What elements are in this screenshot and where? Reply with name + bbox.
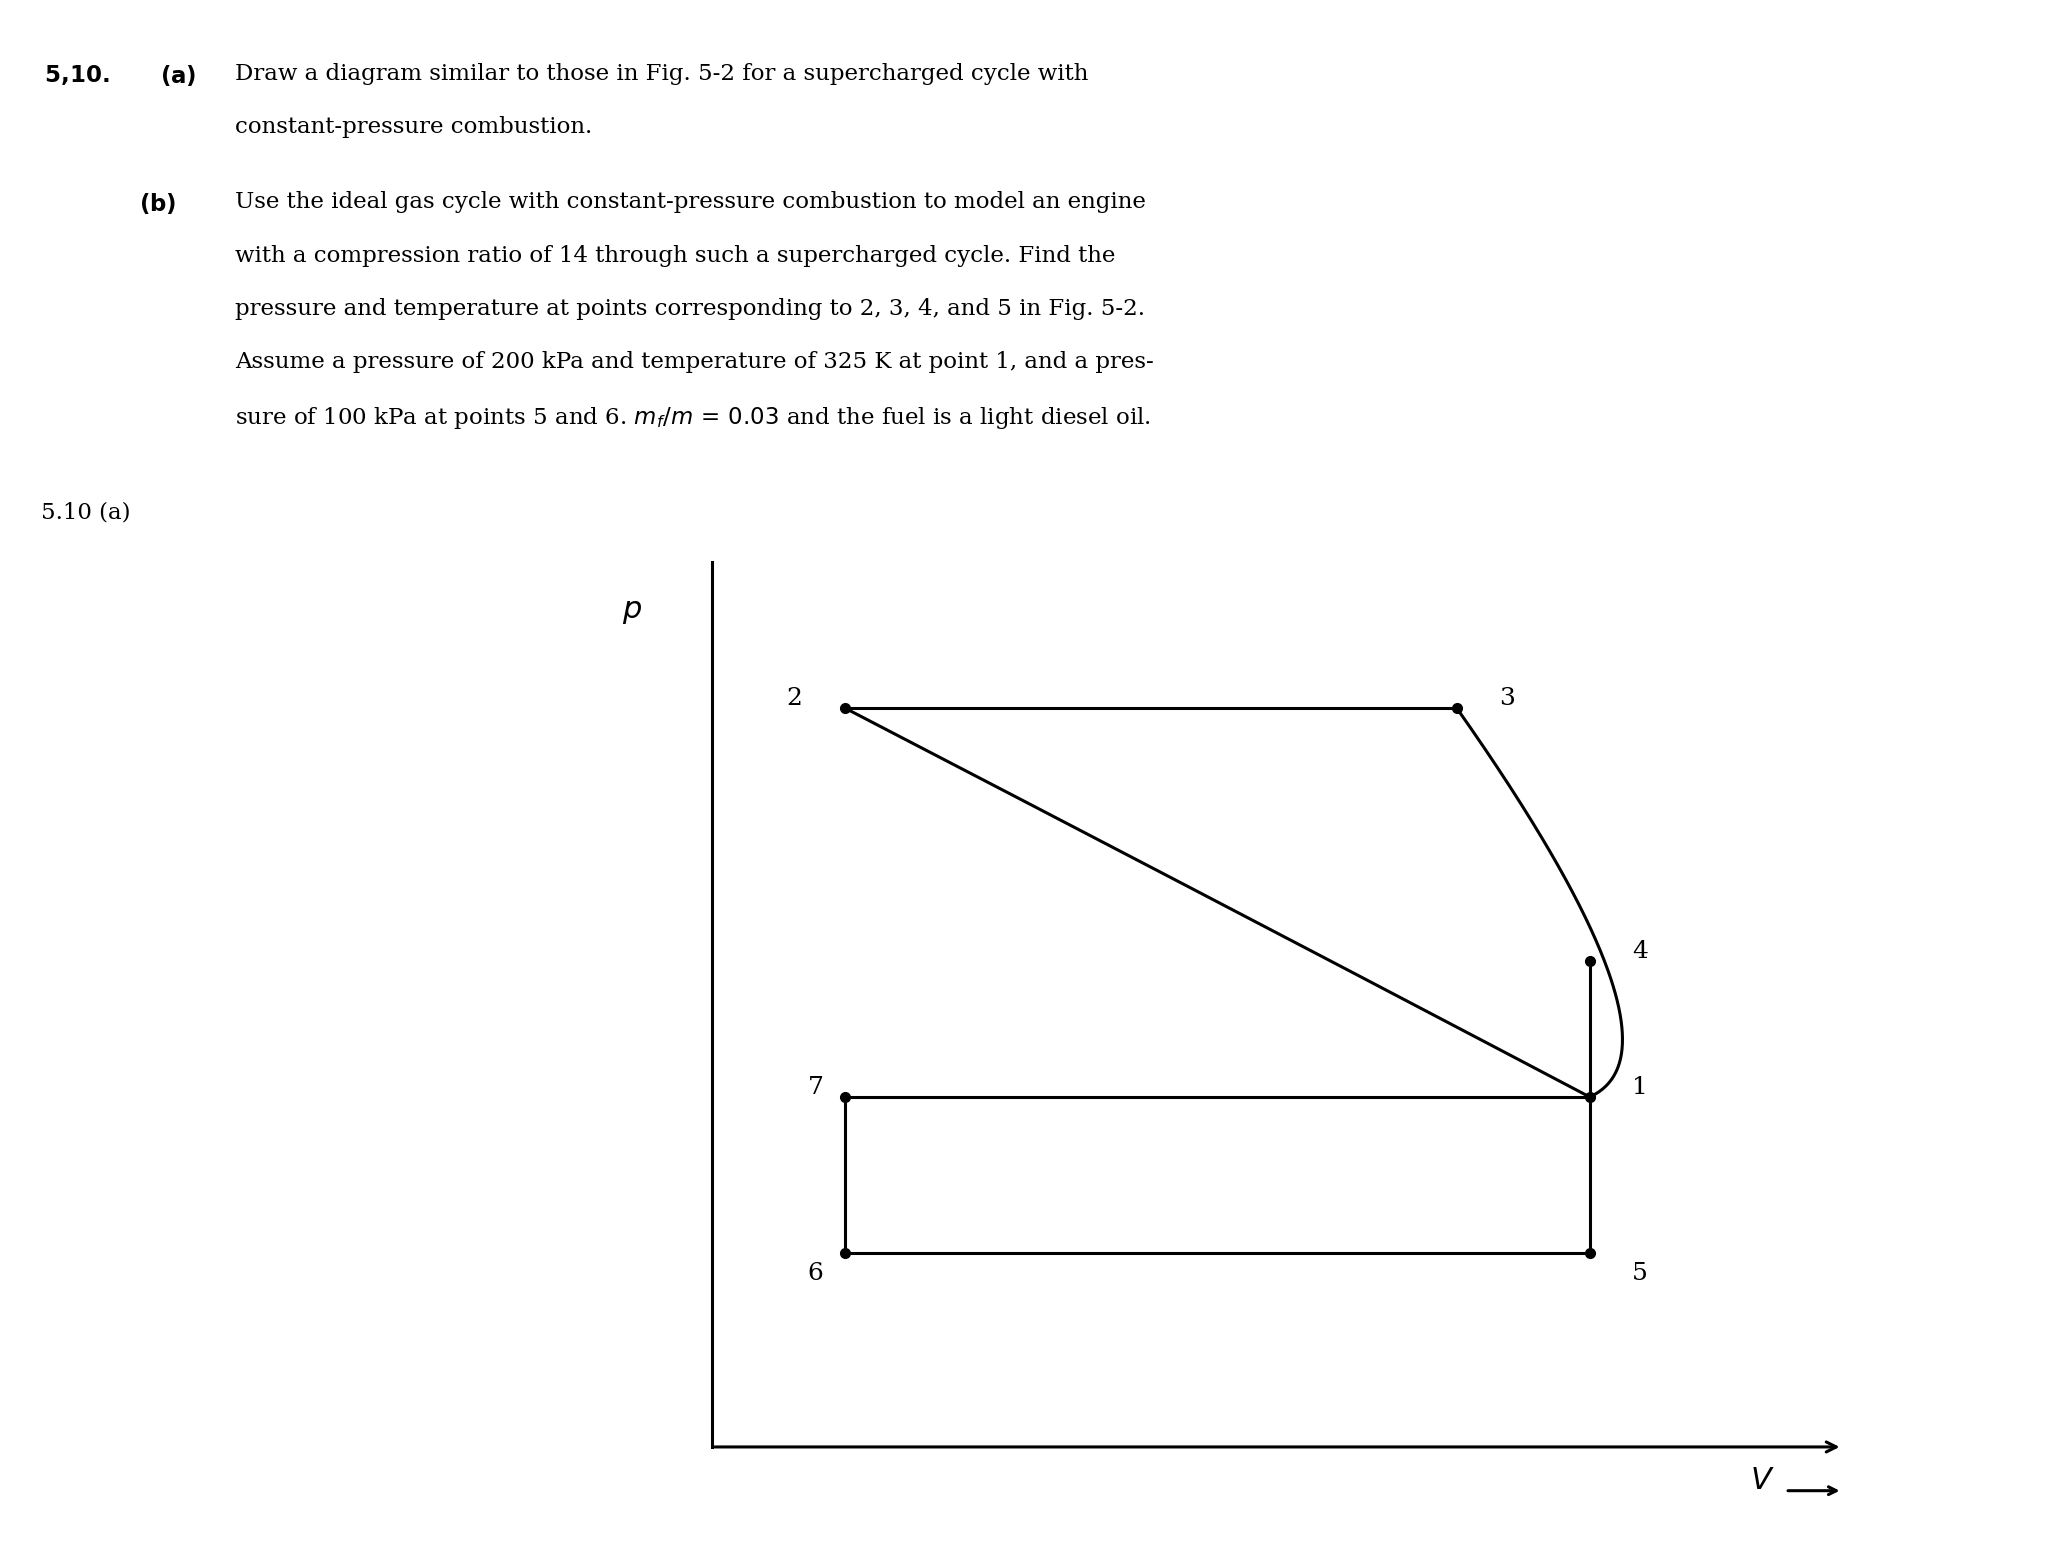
Text: 1: 1: [1633, 1076, 1647, 1099]
Text: Draw a diagram similar to those in Fig. 5-2 for a supercharged cycle with: Draw a diagram similar to those in Fig. …: [235, 63, 1088, 85]
Text: Assume a pressure of 200 kPa and temperature of 325 K at point 1, and a pres-: Assume a pressure of 200 kPa and tempera…: [235, 351, 1154, 373]
Text: $p$: $p$: [622, 596, 642, 626]
Text: $\mathbf{(b)}$: $\mathbf{(b)}$: [139, 191, 176, 216]
Text: 7: 7: [808, 1076, 825, 1099]
Text: Use the ideal gas cycle with constant-pressure combustion to model an engine: Use the ideal gas cycle with constant-pr…: [235, 191, 1146, 213]
Text: constant-pressure combustion.: constant-pressure combustion.: [235, 116, 593, 138]
Text: $V$: $V$: [1749, 1465, 1776, 1496]
Text: 5.10 (a): 5.10 (a): [41, 502, 131, 524]
Text: 5: 5: [1633, 1262, 1649, 1286]
Text: 3: 3: [1500, 687, 1516, 710]
Text: 6: 6: [808, 1262, 825, 1286]
Text: with a compression ratio of 14 through such a supercharged cycle. Find the: with a compression ratio of 14 through s…: [235, 245, 1115, 267]
Text: sure of 100 kPa at points 5 and 6. $m_f/m\,{=}\,0.03$ and the fuel is a light di: sure of 100 kPa at points 5 and 6. $m_f/…: [235, 405, 1152, 431]
Text: $\mathbf{\,5{,}10.}$: $\mathbf{\,5{,}10.}$: [41, 63, 108, 86]
Text: pressure and temperature at points corresponding to 2, 3, 4, and 5 in Fig. 5-2.: pressure and temperature at points corre…: [235, 298, 1146, 320]
Text: 4: 4: [1633, 939, 1649, 963]
Text: $\mathbf{(a)}$: $\mathbf{(a)}$: [160, 63, 196, 88]
Text: 2: 2: [786, 687, 802, 710]
